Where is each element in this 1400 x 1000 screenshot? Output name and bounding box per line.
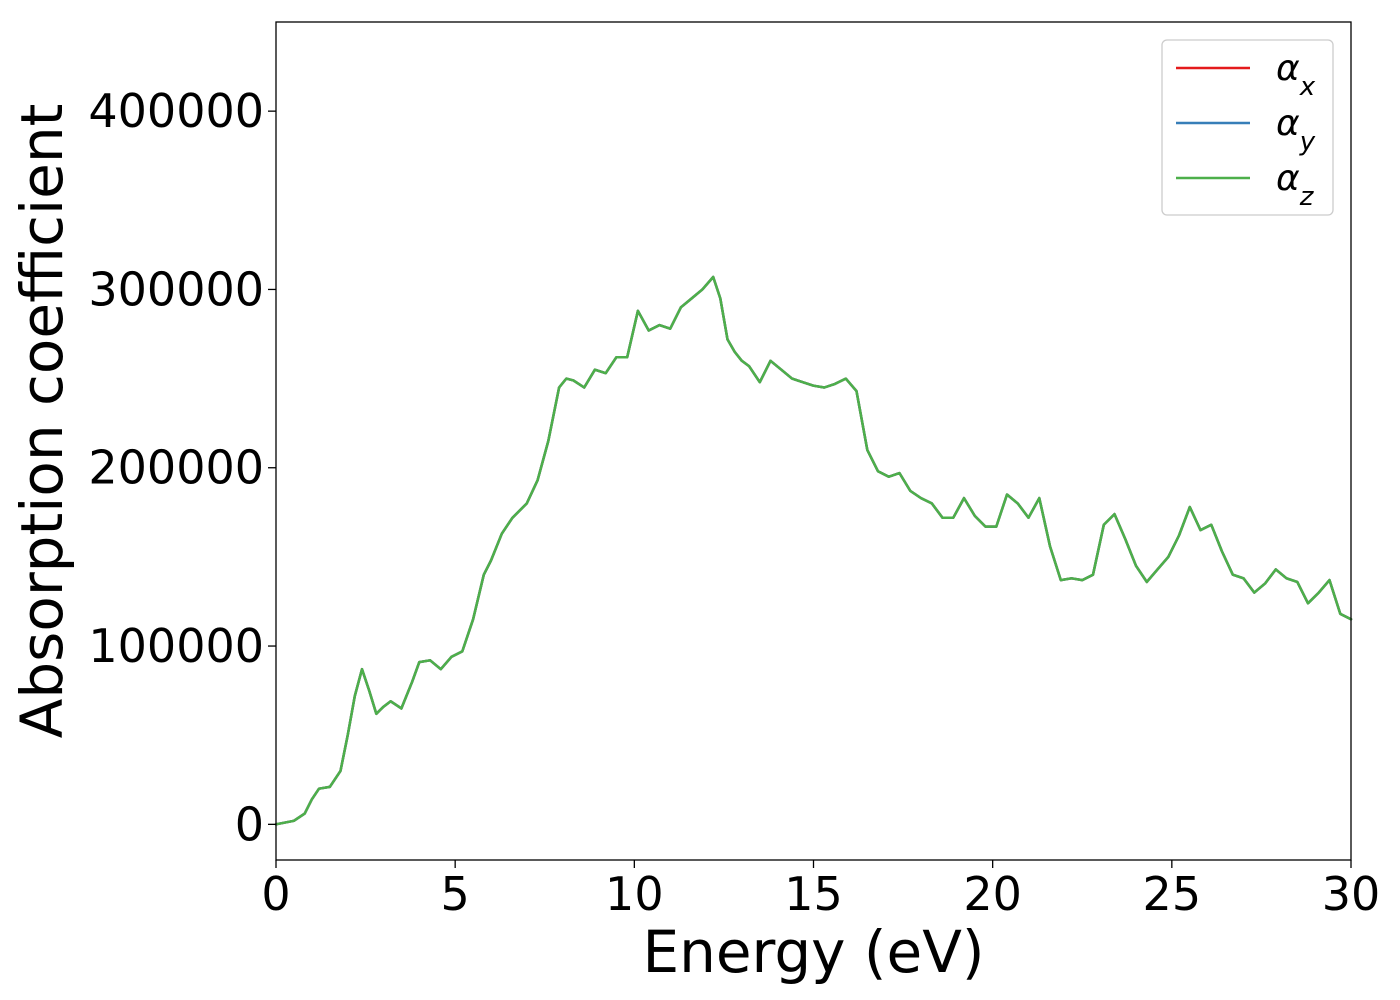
y-tick-label: 400000: [88, 84, 264, 138]
series-layer: [274, 275, 1353, 826]
series-line-1: [274, 275, 1353, 826]
legend-entry-label: αy: [1276, 103, 1316, 157]
legend-entry-label: αz: [1276, 158, 1315, 212]
y-axis-title: Absorption coefficient: [8, 104, 76, 739]
legend-box: [1161, 39, 1334, 216]
series-line-3: [274, 275, 1353, 826]
series-line-2: [274, 275, 1353, 826]
axis-ticks: 0 5 10 15 20 25 30 0 100000 200000 300000 400000: [88, 84, 1380, 921]
x-tick-label: 5: [441, 867, 470, 921]
x-tick-label: 0: [261, 867, 290, 921]
y-tick-label: 300000: [88, 262, 264, 316]
x-tick-label: 15: [784, 867, 843, 921]
y-tick-label: 0: [235, 797, 264, 851]
x-tick-label: 10: [605, 867, 664, 921]
x-tick-label: 20: [963, 867, 1022, 921]
legend-entry-label: αx: [1276, 48, 1316, 102]
x-tick-label: 30: [1322, 867, 1381, 921]
y-tick-label: 200000: [88, 441, 264, 495]
y-tick-label: 100000: [88, 619, 264, 673]
x-tick-label: 25: [1143, 867, 1202, 921]
x-axis-title: Energy (eV): [642, 918, 984, 986]
